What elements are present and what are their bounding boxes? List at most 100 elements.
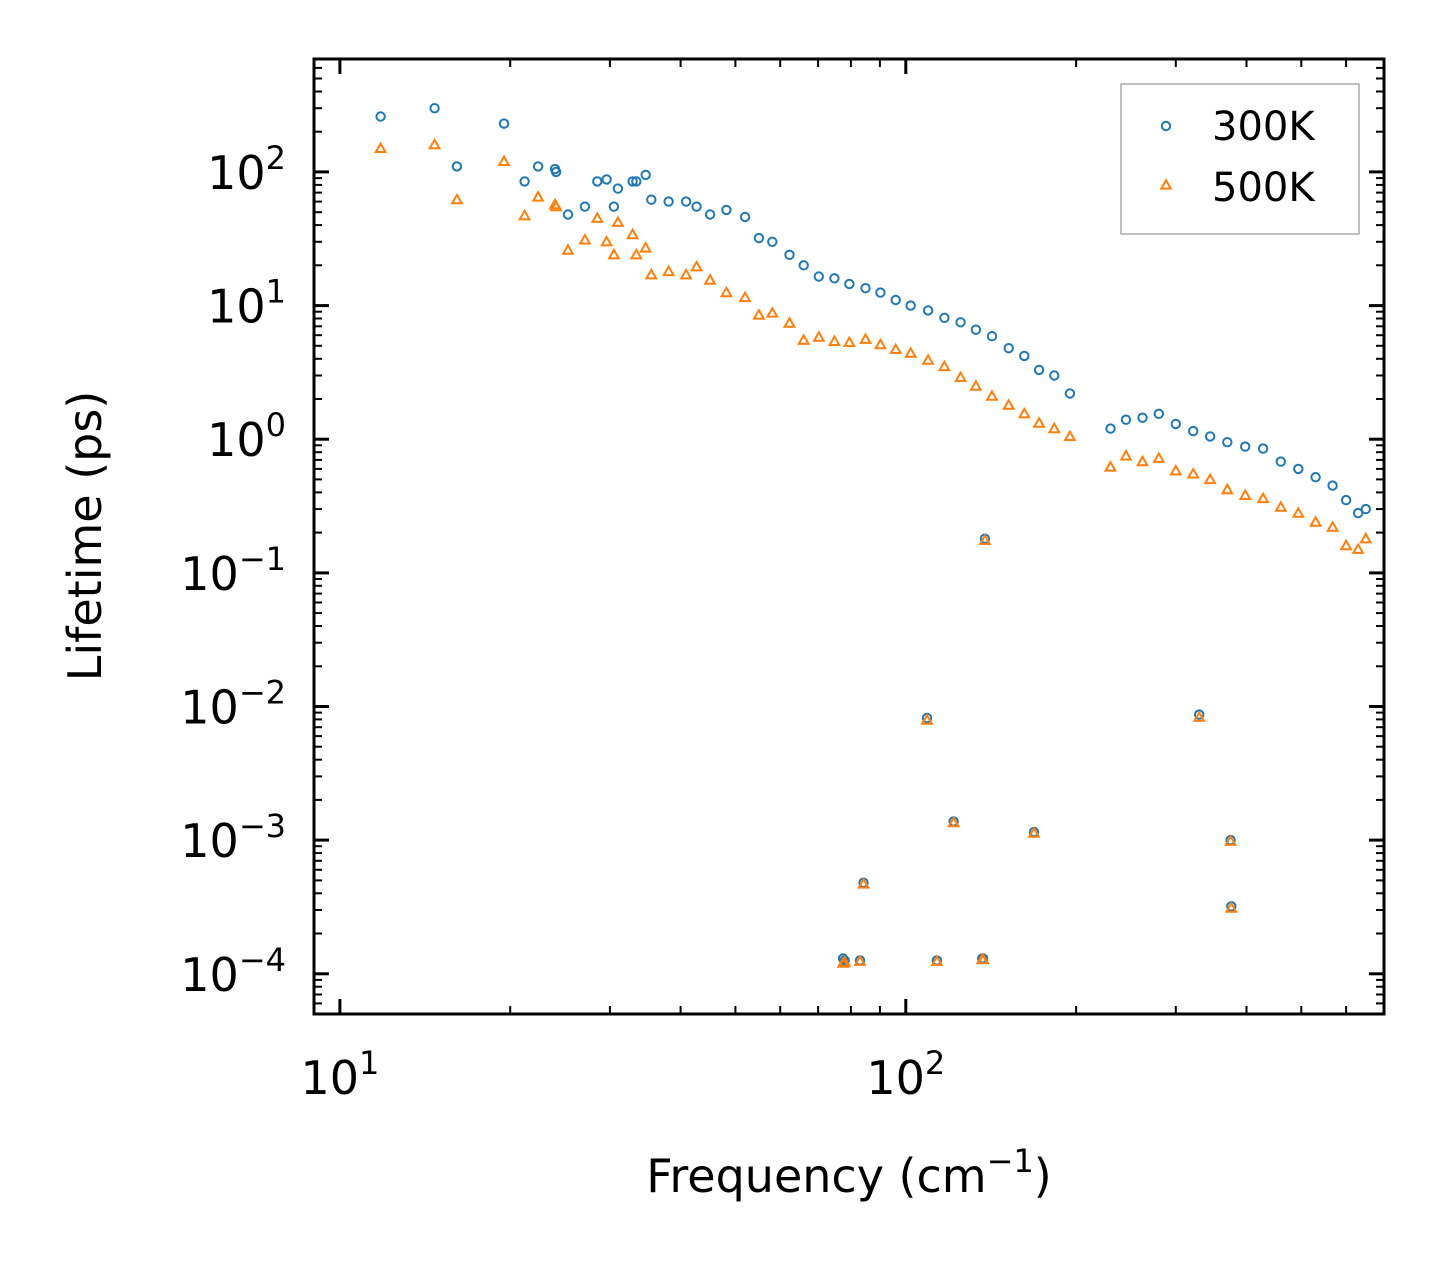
plot-frame [312,57,1386,1016]
y-axis-title: Lifetime (ps) [58,391,112,682]
data-point-500k [827,334,841,346]
data-point-300k [1352,507,1364,519]
data-point-500k [1291,506,1305,518]
data-point-300k [1240,441,1251,452]
data-point-500k [450,192,464,205]
data-point-300k [844,278,855,290]
data-point-300k [1310,472,1321,483]
legend-label-500k: 500K [1212,165,1316,211]
y-tick-label: 10−4 [180,941,286,1002]
data-point-500k [947,815,961,828]
data-point-500k [1063,429,1077,441]
data-point-300k [608,201,620,212]
data-point-500k [889,342,903,354]
axis-ticks [313,58,1385,1015]
plot-area [373,103,1373,968]
data-point-500k [812,330,826,342]
legend-label-300k: 300K [1212,104,1316,150]
data-point-500k [1192,710,1206,722]
legend-marker-500k [1159,178,1173,190]
data-point-300k [905,300,916,311]
data-point-300k [970,324,982,335]
data-point-500k [752,308,766,320]
y-tick-label: 10−3 [180,807,286,868]
legend: 300K 500K [1120,83,1360,235]
data-point-500k [853,954,867,966]
data-point-300k [1003,343,1014,354]
data-point-300k [1019,350,1030,362]
series-500k-points [373,137,1373,968]
legend-marker-300k [1160,120,1172,132]
data-point-300k [451,161,463,172]
data-point-500k [1027,826,1041,838]
y-tick-label: 10−2 [180,674,286,735]
data-point-500k [590,211,604,223]
data-point-300k [890,294,901,306]
data-point-500k [1186,467,1200,479]
data-point-500k [1339,538,1353,551]
data-point-300k [640,169,651,181]
data-point-300k [663,196,674,207]
data-point-300k [1275,456,1287,467]
data-point-500k [690,260,704,272]
data-point-500k [578,233,592,245]
data-point-300k [1049,370,1060,381]
data-point-500k [856,877,871,889]
data-point-500k [765,306,779,318]
x-axis-title: Frequency (cm−1) [646,1142,1051,1203]
data-point-300k [1137,412,1148,423]
data-point-500k [873,337,888,350]
data-point-300k [592,176,603,187]
data-point-500k [838,955,852,967]
data-point-300k [1064,388,1076,399]
data-point-300k [829,273,840,284]
data-point-500k [497,154,511,166]
data-point-500k [1203,472,1217,485]
data-point-500k [842,335,856,347]
legend-items: 300K 500K [1159,104,1316,211]
data-point-300k [813,271,824,282]
data-point-500k [625,227,640,240]
data-point-300k [798,260,809,271]
data-point-500k [930,954,944,966]
data-point-500k [1326,520,1340,532]
data-point-300k [680,196,692,207]
data-point-300k [1033,364,1045,376]
data-point-500k [549,199,563,212]
data-point-300k [704,209,716,220]
series-300k-points [375,103,1372,966]
data-point-300k [1194,709,1205,720]
data-point-300k [753,232,765,244]
data-point-300k [739,211,751,223]
data-point-300k [784,249,795,261]
data-point-300k [922,305,934,316]
data-point-300k [646,194,657,205]
data-point-500k [1220,482,1234,495]
data-point-500k [904,346,918,358]
data-point-500k [373,141,388,153]
data-point-500k [858,332,873,344]
x-tick-label: 102 [866,1044,945,1105]
data-point-300k [1360,503,1372,515]
axis-tick-labels: 101 102 102 101 100 10−1 10−2 10−3 10−4 [180,139,945,1105]
data-point-500k [920,713,934,725]
data-point-300k [767,236,778,248]
data-point-500k [611,215,625,227]
y-tick-label: 100 [207,406,286,467]
y-tick-label: 10−1 [180,540,286,601]
data-point-300k [562,209,574,220]
data-point-300k [627,176,638,187]
data-point-500k [679,267,693,280]
data-point-500k [975,952,989,965]
data-point-300k [837,953,849,964]
data-point-500k [738,290,752,303]
data-point-500k [607,247,621,260]
data-point-500k [600,234,614,247]
data-point-500k [1047,421,1061,434]
data-point-300k [532,161,544,172]
data-point-300k [612,183,624,194]
data-point-500k [1238,488,1252,500]
data-point-500k [782,316,797,328]
data-point-300k [860,283,871,294]
data-point-500k [639,241,653,253]
